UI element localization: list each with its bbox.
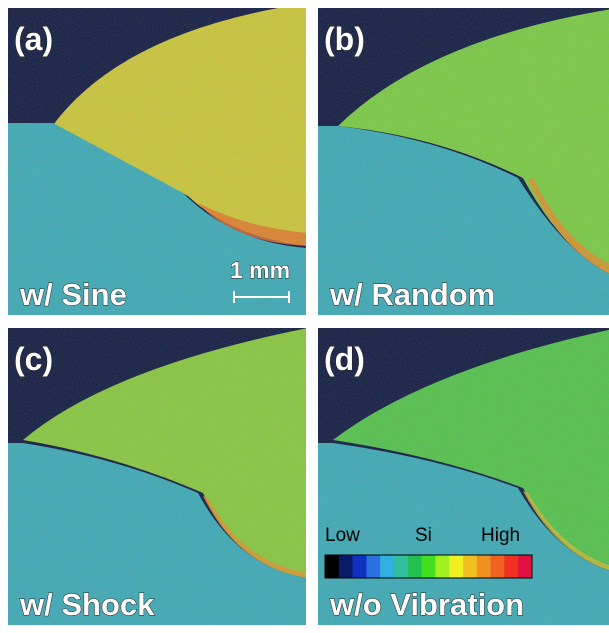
map-panel: (c) w/ Shock	[8, 328, 306, 625]
speckle	[318, 8, 609, 315]
color-bar-swatch	[463, 555, 478, 578]
color-bar-swatch	[435, 555, 450, 578]
color-bar-swatch	[518, 555, 533, 578]
color-bar-swatch	[449, 555, 464, 578]
color-bar-swatch	[325, 555, 340, 578]
scale-bar-label: 1 mm	[230, 257, 290, 283]
color-bar-swatch	[490, 555, 505, 578]
color-bar-swatch	[504, 555, 519, 578]
color-bar-swatch	[338, 555, 353, 578]
speckle	[8, 328, 306, 625]
panel-caption: w/o Vibration	[329, 587, 524, 622]
panel-label: (d)	[324, 341, 365, 377]
color-bar-frame	[324, 554, 533, 579]
map-panel: (d) w/o Vibration Low Si High	[318, 328, 609, 625]
color-bar-swatch	[366, 555, 381, 578]
color-bar-low: Low	[325, 525, 360, 546]
panel-caption: w/ Shock	[19, 587, 155, 622]
map-panel: (a) w/ Sine 1 mm	[8, 8, 306, 315]
panel-label: (c)	[14, 341, 53, 377]
color-bar-high: High	[481, 525, 520, 546]
color-bar-swatch	[407, 555, 422, 578]
panel-label: (a)	[14, 21, 53, 57]
color-bar-swatch	[352, 555, 367, 578]
color-bar-swatch	[380, 555, 395, 578]
color-bar-element: Si	[415, 525, 432, 546]
speckle	[8, 8, 306, 315]
panel-caption: w/ Random	[329, 277, 495, 312]
color-bar-swatch	[476, 555, 491, 578]
color-bar-swatch	[421, 555, 436, 578]
color-bar-swatch	[394, 555, 409, 578]
panel-caption: w/ Sine	[19, 277, 127, 312]
scale-bar	[233, 291, 290, 303]
map-panel: (b) w/ Random	[318, 8, 609, 315]
panel-label: (b)	[324, 21, 365, 57]
